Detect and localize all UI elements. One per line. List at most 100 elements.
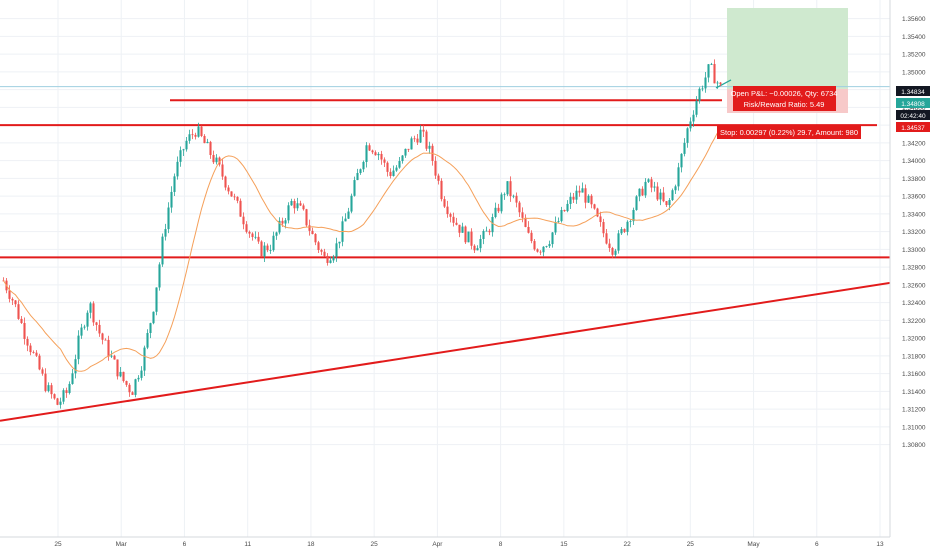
candle-body [53, 394, 56, 399]
price-tick-label: 1.31200 [902, 407, 926, 414]
candle-body [512, 195, 515, 197]
candle-body [623, 229, 626, 232]
candle-body [488, 230, 491, 233]
candle-body [545, 246, 548, 247]
candle-body [74, 359, 77, 374]
candle-body [221, 164, 224, 177]
candle-body [578, 190, 581, 193]
candle-body [398, 161, 401, 168]
candle-body [20, 318, 23, 323]
price-tick-label: 1.33800 [902, 176, 926, 183]
candle-body [566, 203, 569, 212]
candle-body [29, 345, 32, 353]
candle-body [698, 88, 701, 101]
candle-body [356, 173, 359, 181]
price-axis[interactable]: 1.356001.354001.352001.350001.348001.346… [889, 0, 932, 537]
candle-body [374, 152, 377, 156]
candle-body [446, 206, 449, 215]
candle-body [716, 82, 719, 84]
candle-body [674, 186, 677, 191]
candle-body [614, 250, 617, 255]
candle-body [62, 390, 65, 402]
candle-body [11, 298, 14, 301]
candle-body [641, 188, 644, 196]
candle-body [194, 134, 197, 137]
candle-body [14, 300, 17, 305]
candle-body [695, 100, 698, 115]
candle-body [503, 194, 506, 196]
candle-body [251, 233, 254, 238]
candle-body [35, 352, 38, 356]
candle-body [437, 175, 440, 181]
candle-body [317, 242, 320, 250]
moving-average-line [3, 127, 721, 372]
price-tick-label: 1.33400 [902, 211, 926, 218]
candle-body [95, 322, 98, 325]
candle-body [533, 241, 536, 250]
candle-body [410, 138, 413, 150]
candle-body [140, 370, 143, 378]
candle-body [449, 214, 452, 217]
candle-body [155, 287, 158, 312]
trade-panel[interactable]: Open P&L: −0.00026, Qty: 6734 Risk/Rewar… [717, 86, 861, 139]
candle-body [371, 150, 374, 153]
candle-body [428, 145, 431, 149]
candle-body [308, 225, 311, 231]
candle-body [164, 229, 167, 237]
price-tick-label: 1.31800 [902, 353, 926, 360]
candle-body [104, 339, 107, 341]
candle-body [311, 230, 314, 235]
candle-body [191, 134, 194, 136]
candle-body [338, 241, 341, 244]
candle-body [380, 153, 383, 160]
candle-body [707, 64, 710, 78]
candle-body [143, 347, 146, 371]
candle-body [107, 339, 110, 357]
candle-body [71, 373, 74, 384]
candle-body [518, 202, 521, 213]
candle-body [617, 233, 620, 251]
candle-body [233, 196, 236, 198]
candle-body [41, 369, 44, 374]
candle-body [473, 245, 476, 251]
candle-body [710, 63, 713, 65]
candle-body [293, 200, 296, 209]
candle-body [263, 245, 266, 257]
candle-body [152, 311, 155, 324]
candle-body [626, 221, 629, 232]
candle-body [599, 216, 602, 223]
candle-body [656, 186, 659, 200]
candle-body [551, 232, 554, 245]
countdown-tag [896, 110, 930, 120]
candle-body [419, 129, 422, 143]
candle-body [275, 232, 278, 236]
candle-body [515, 195, 518, 203]
candle-body [236, 196, 239, 201]
candle-body [575, 190, 578, 200]
time-axis[interactable]: 25 Mar 6 11 18 25 Apr 8 15 22 25 May 6 13 [0, 536, 932, 550]
price-tick-label: 1.32600 [902, 282, 926, 289]
candle-body [407, 148, 410, 150]
candle-body [8, 290, 11, 299]
candle-body [17, 304, 20, 319]
candle-body [434, 160, 437, 176]
candle-body [23, 322, 26, 339]
candle-body [302, 205, 305, 210]
date-tick-label: Apr [432, 541, 443, 548]
candle-body [368, 145, 371, 151]
pnl-label-box[interactable] [733, 86, 836, 111]
candle-body [44, 373, 47, 391]
candle-body [386, 162, 389, 172]
date-tick-label: 18 [307, 541, 315, 548]
candle-body [632, 209, 635, 222]
stop-label-box[interactable] [717, 126, 861, 139]
level-lines[interactable] [0, 79, 901, 422]
candle-body [56, 398, 59, 405]
candle-body [602, 222, 605, 234]
candle-body [362, 161, 365, 170]
candle-body [326, 255, 329, 263]
candle-body [482, 231, 485, 239]
candle-body [65, 390, 68, 393]
